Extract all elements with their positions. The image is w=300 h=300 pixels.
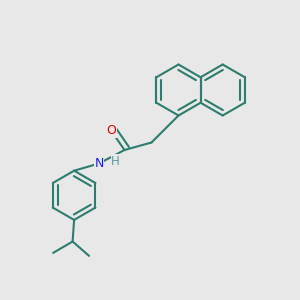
Text: H: H xyxy=(111,154,120,168)
Text: O: O xyxy=(106,124,116,137)
Text: N: N xyxy=(94,157,104,170)
